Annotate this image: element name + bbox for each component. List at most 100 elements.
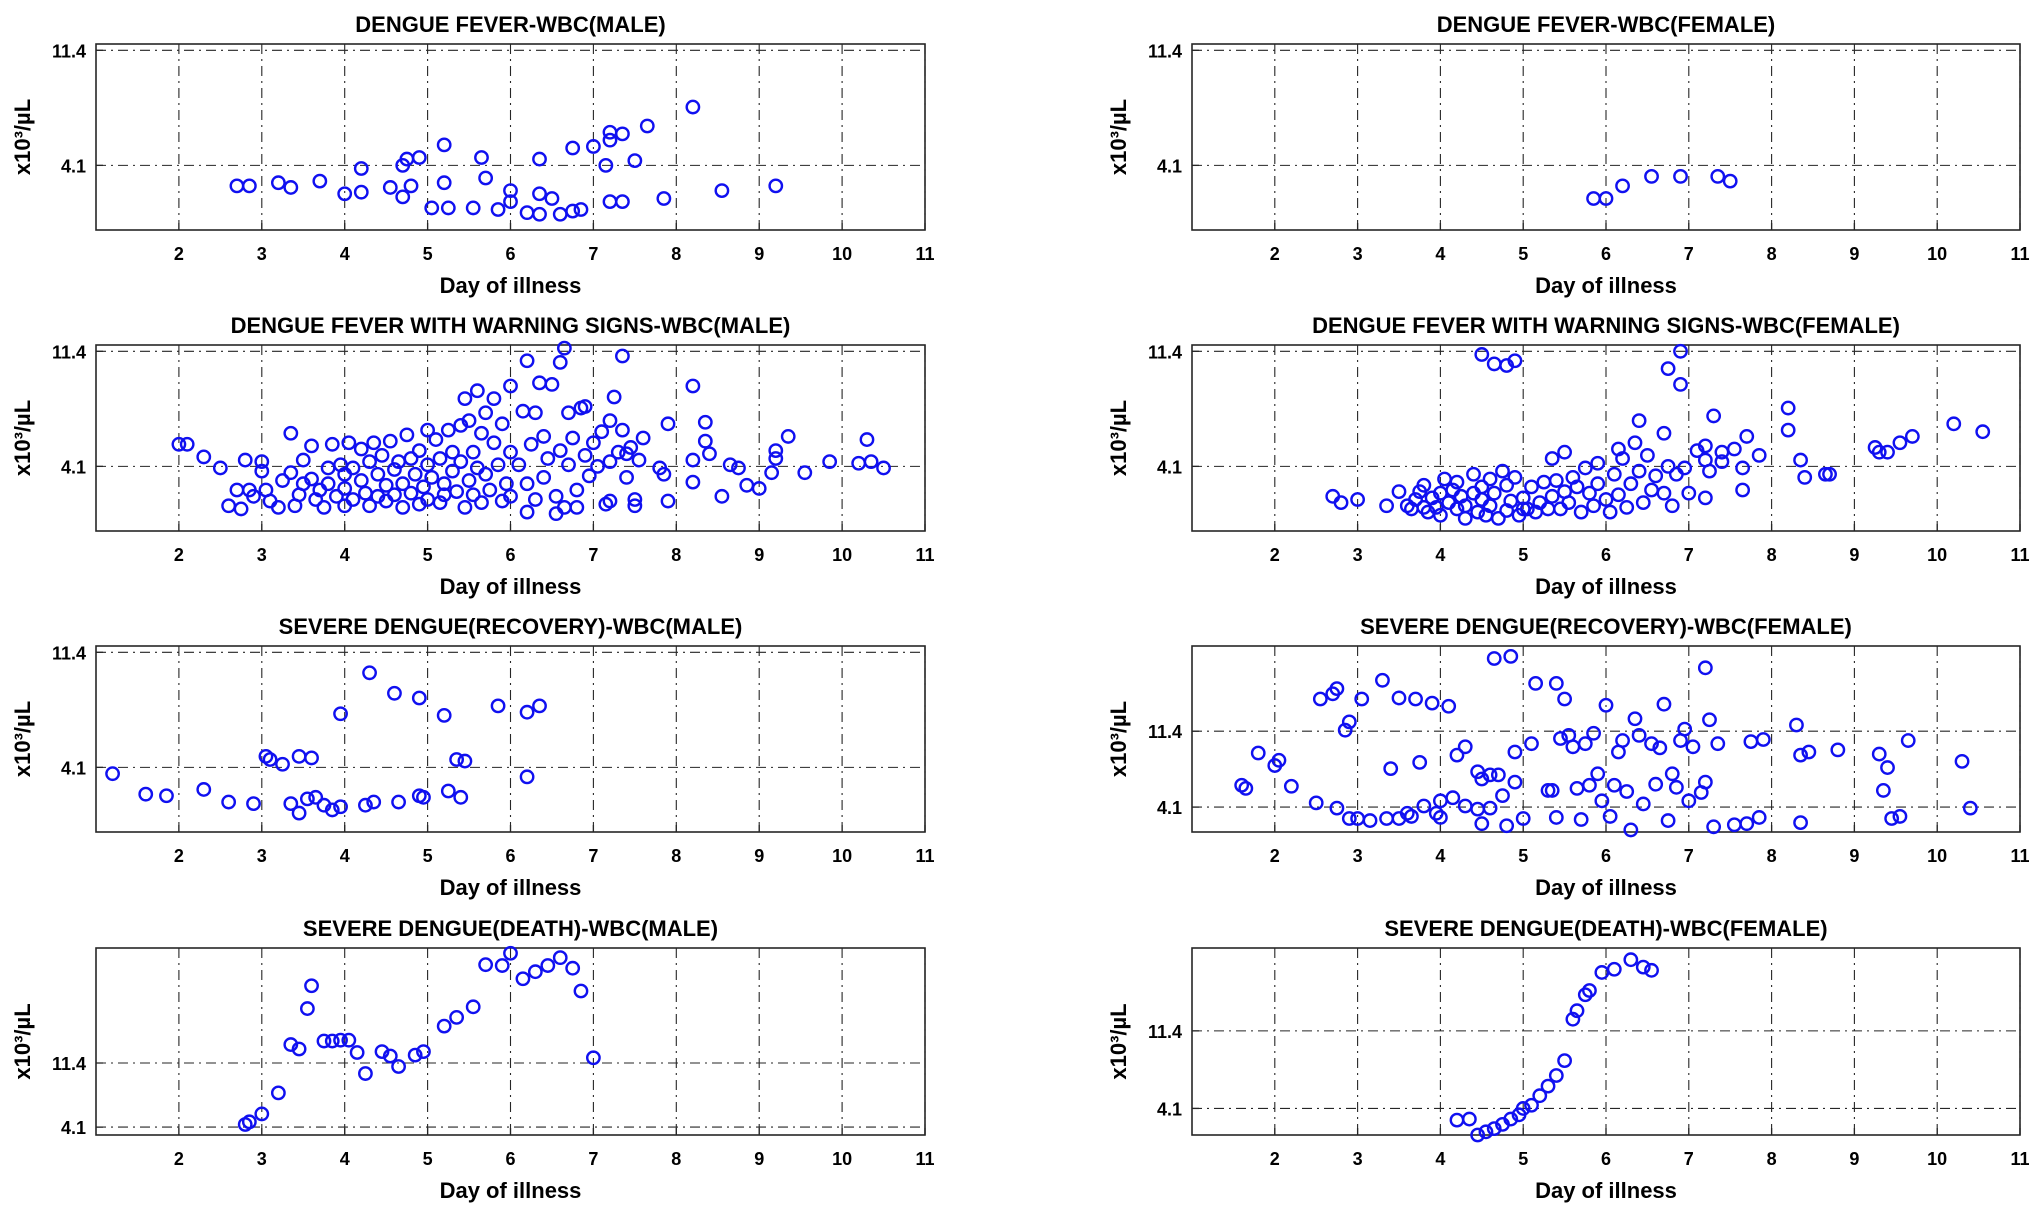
chart-4-xlabel: Day of illness — [440, 875, 582, 900]
chart-5-point-92 — [1706, 819, 1722, 835]
chart-2-point-148 — [660, 493, 676, 509]
chart-2-point-161 — [768, 451, 784, 466]
chart-6-points — [237, 945, 601, 1132]
chart-3-point-53 — [1557, 444, 1573, 460]
chart-5-point-43 — [1490, 767, 1506, 783]
chart-2-point-127 — [586, 435, 601, 451]
chart-4-point-19 — [358, 797, 373, 813]
chart-5-points — [1234, 648, 1978, 838]
chart-5-point-81 — [1660, 813, 1676, 828]
chart-3-point-83 — [1673, 377, 1688, 392]
chart-2-point-92 — [490, 457, 506, 473]
chart-4-xtick-label-9: 11 — [915, 846, 934, 866]
chart-0-point-2 — [270, 175, 286, 191]
chart-1-xtick-label-1: 3 — [1353, 244, 1363, 264]
chart-2-xtick-label-1: 3 — [257, 545, 267, 565]
chart-7: 2 3 4 5 6 7 8 9 10 11 4.1 11.4 SEVERE DENGUE(DEATH)-… — [1106, 916, 2030, 1203]
chart-6-point-16 — [391, 1059, 406, 1074]
chart-6-xtick-label-6: 8 — [671, 1149, 681, 1169]
chart-2-xtick-label-4: 6 — [505, 545, 515, 565]
chart-0-point-16 — [436, 175, 452, 191]
chart-0-point-7 — [353, 184, 369, 200]
chart-1-xtick-label-7: 9 — [1849, 244, 1859, 264]
chart-3-point-116 — [1660, 361, 1676, 377]
chart-2-point-47 — [378, 477, 394, 493]
chart-0-point-3 — [283, 180, 299, 195]
chart-3-ytick-label-0: 4.1 — [1157, 457, 1182, 477]
chart-0-ytick-label-1: 11.4 — [52, 41, 86, 61]
chart-3-point-36 — [1499, 477, 1515, 493]
chart-2-point-37 — [345, 492, 361, 507]
chart-1-xtick-label-6: 8 — [1767, 244, 1777, 264]
chart-7-xtick-label-8: 10 — [1927, 1149, 1947, 1169]
chart-4-xtick-label-7: 9 — [754, 846, 764, 866]
chart-3-point-31 — [1482, 498, 1498, 514]
chart-3-point-103 — [1818, 466, 1833, 482]
chart-2-point-72 — [445, 444, 460, 460]
chart-0-point-26 — [532, 206, 547, 222]
chart-2-point-120 — [565, 430, 581, 446]
chart-5-point-48 — [1507, 774, 1523, 790]
chart-2-ytick-label-1: 11.4 — [52, 342, 86, 362]
chart-5-point-40 — [1482, 767, 1498, 783]
chart-5-point-45 — [1499, 818, 1515, 834]
chart-4-ylabel: x10³/µL — [10, 701, 35, 777]
chart-3-point-85 — [1681, 485, 1697, 501]
chart-7-xtick-label-1: 3 — [1353, 1149, 1363, 1169]
chart-3-point-49 — [1544, 451, 1560, 466]
chart-3-point-59 — [1582, 485, 1597, 501]
chart-7-point-11 — [1540, 1078, 1556, 1094]
chart-4-point-17 — [333, 799, 348, 815]
chart-5-point-53 — [1544, 783, 1560, 798]
chart-3-point-15 — [1433, 507, 1448, 523]
chart-3-point-3 — [1379, 498, 1394, 514]
chart-2-point-125 — [577, 447, 593, 463]
chart-5-ylabel: x10³/µL — [1106, 701, 1131, 777]
chart-2-point-111 — [544, 377, 560, 392]
chart-3: 2 3 4 5 6 7 8 9 10 11 4.1 11.4 DENGUE FEVER WITH WAR… — [1106, 313, 2030, 599]
chart-2-point-53 — [395, 499, 411, 515]
chart-0-xtick-label-4: 6 — [505, 244, 515, 264]
chart-7-point-6 — [1503, 1111, 1519, 1127]
chart-4-points — [105, 665, 547, 821]
chart-0-point-40 — [627, 153, 643, 169]
chart-2-point-118 — [561, 405, 576, 421]
chart-2-xtick-label-3: 5 — [423, 545, 433, 565]
chart-5-point-16 — [1362, 813, 1378, 828]
chart-6-point-27 — [540, 958, 556, 973]
chart-7-point-10 — [1532, 1088, 1548, 1104]
chart-7-point-19 — [1606, 961, 1622, 977]
chart-2-point-11 — [254, 454, 270, 470]
chart-4-point-1 — [138, 786, 154, 802]
chart-0-axes-box — [95, 43, 926, 231]
chart-6-point-4 — [283, 1037, 299, 1052]
chart-3-ytick-label-1: 11.4 — [1148, 342, 1182, 362]
chart-3-xtick-label-5: 7 — [1684, 545, 1694, 565]
chart-4-point-32 — [490, 698, 506, 714]
chart-3-point-2 — [1350, 492, 1366, 507]
chart-3-point-77 — [1648, 468, 1664, 484]
chart-5-point-2 — [1250, 745, 1266, 761]
chart-3-point-1 — [1333, 495, 1349, 511]
chart-3-point-13 — [1428, 499, 1444, 515]
chart-6-point-19 — [436, 1018, 452, 1034]
chart-0-point-15 — [436, 137, 452, 153]
chart-5-point-54 — [1548, 810, 1564, 825]
chart-5-point-64 — [1586, 725, 1601, 741]
chart-2-point-82 — [465, 487, 481, 503]
chart-5-point-110 — [1954, 753, 1970, 769]
chart-7-ytick-label-1: 11.4 — [1148, 1022, 1182, 1042]
chart-2-point-103 — [519, 504, 535, 520]
chart-2-point-138 — [619, 470, 634, 485]
chart-5-point-104 — [1871, 746, 1887, 762]
chart-5-point-49 — [1515, 811, 1531, 826]
chart-2-xtick-label-0: 2 — [174, 545, 184, 565]
chart-4-xtick-label-1: 3 — [257, 846, 267, 866]
chart-2-point-3 — [212, 460, 228, 476]
chart-7-point-15 — [1569, 1003, 1585, 1019]
chart-4-point-35 — [532, 698, 547, 714]
chart-3-point-84 — [1677, 460, 1693, 476]
chart-3-point-78 — [1656, 425, 1672, 441]
chart-2-point-110 — [540, 451, 556, 466]
chart-0-point-6 — [353, 161, 369, 176]
